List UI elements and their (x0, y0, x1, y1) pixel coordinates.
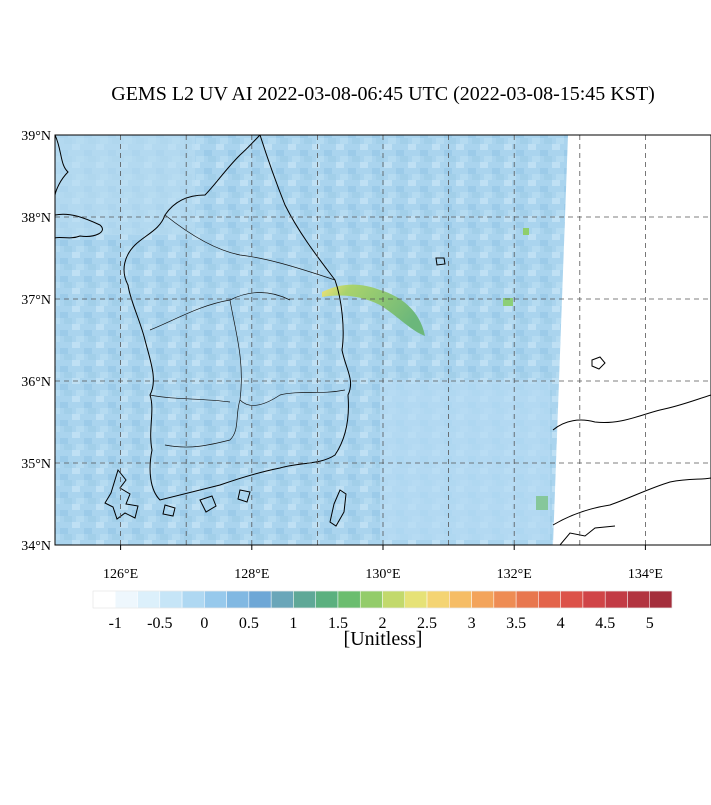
x-tick-label: 134°E (628, 567, 663, 582)
y-tick-label: 35°N (21, 457, 51, 472)
color-box (649, 590, 673, 609)
color-box (270, 590, 294, 609)
island (435, 257, 606, 370)
province-boundary (149, 214, 346, 448)
x-tick-label: 126°E (103, 567, 138, 582)
color-box (426, 590, 450, 609)
color-box (137, 590, 161, 609)
colorbar-frame (92, 590, 673, 609)
color-box (471, 590, 495, 609)
colorbar-tick-label: 1 (289, 615, 297, 632)
color-box (515, 590, 539, 609)
colorbar-tick-label: -0.5 (147, 615, 172, 632)
colorbar-tick-label: 2.5 (417, 615, 437, 632)
coastline (552, 394, 711, 431)
y-tick-label: 37°N (21, 293, 51, 308)
color-box (204, 590, 227, 609)
colorbar-tick-label: 5 (646, 615, 654, 632)
y-tick-label: 38°N (21, 211, 51, 226)
color-box (493, 590, 517, 609)
color-box (92, 590, 116, 609)
data-patch (380, 380, 550, 540)
y-tick-label: 39°N (21, 129, 51, 144)
color-box (560, 590, 584, 609)
data-patch (523, 228, 529, 235)
color-box (315, 590, 339, 609)
islands (104, 468, 251, 520)
color-box (449, 590, 472, 609)
colorbar-unit: [Unitless] (344, 628, 423, 650)
color-box (337, 590, 361, 609)
color-box (293, 590, 316, 609)
island (329, 489, 347, 527)
colorbar-tick-label: 3.5 (506, 615, 526, 632)
coastline (55, 135, 69, 196)
colorbar-tick-label: 1.5 (328, 615, 348, 632)
data-patch (55, 135, 195, 235)
color-box (404, 590, 428, 609)
color-box (159, 590, 183, 609)
y-tick-label: 36°N (21, 375, 51, 390)
color-box (627, 590, 650, 609)
data-patch (536, 496, 548, 510)
coastline (552, 477, 711, 545)
map-field (55, 135, 711, 545)
colorbar-tick-label: 0 (200, 615, 208, 632)
colorbar-tick-label: 4 (557, 615, 565, 632)
colorbar-tick-label: 4.5 (595, 615, 615, 632)
color-box (582, 590, 606, 609)
grid (55, 135, 711, 545)
color-box (181, 590, 205, 609)
color-box (248, 590, 272, 609)
coastline (123, 135, 352, 501)
color-box (115, 590, 138, 609)
x-tick-label: 130°E (365, 567, 400, 582)
colorbar-tick-label: 2 (379, 615, 387, 632)
color-box (604, 590, 628, 609)
colorbar-tick-label: -1 (109, 615, 122, 632)
title: GEMS L2 UV AI 2022-03-08-06:45 UTC (2022… (111, 83, 655, 105)
x-tick-label: 128°E (234, 567, 269, 582)
aerosol-plume (322, 284, 425, 336)
color-box (359, 590, 383, 609)
colorbar-tick-label: 0.5 (239, 615, 259, 632)
color-box (538, 590, 561, 609)
data-patch (503, 298, 513, 306)
colorbar-tick-label: 3 (468, 615, 476, 632)
y-tick-label: 34°N (21, 539, 51, 554)
color-box (226, 590, 250, 609)
x-tick-label: 132°E (497, 567, 532, 582)
coastline (55, 213, 103, 239)
color-box (382, 590, 406, 609)
